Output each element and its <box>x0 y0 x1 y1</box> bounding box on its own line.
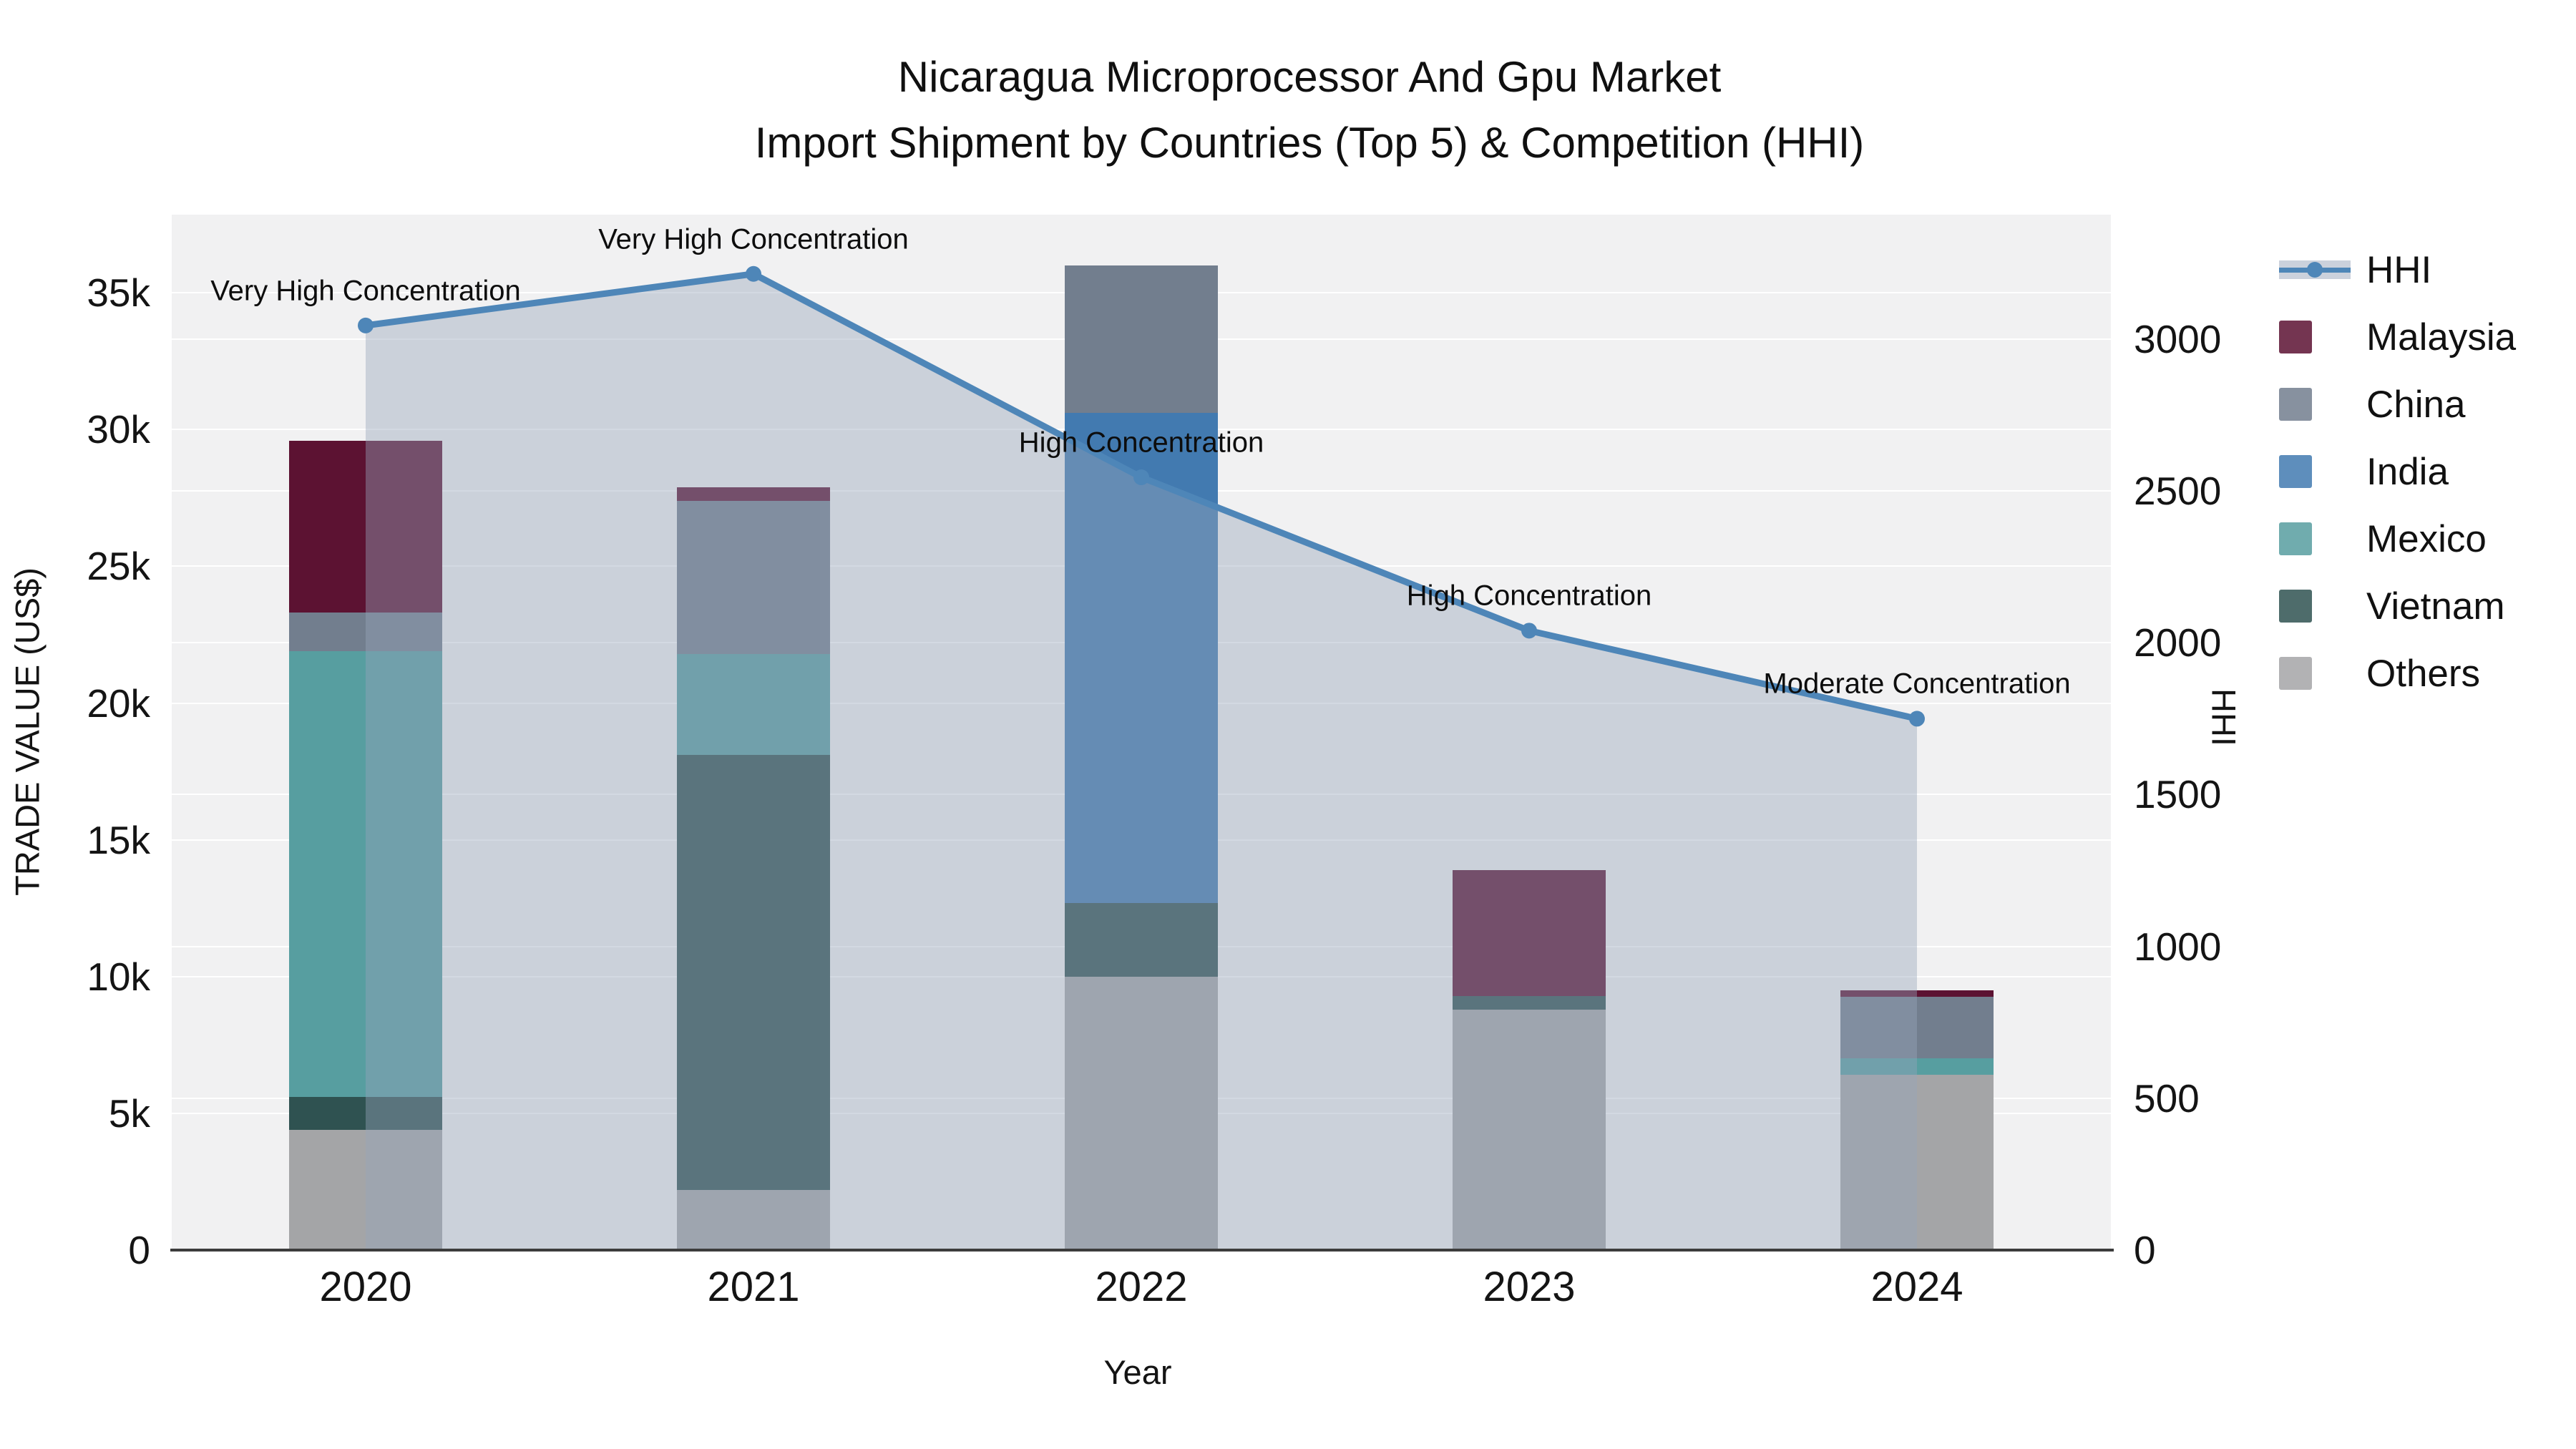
bar-segment-malaysia-2021[interactable] <box>677 487 830 501</box>
annotation-2023: High Concentration <box>1406 580 1652 612</box>
legend-item-china[interactable]: China <box>2279 371 2516 438</box>
bar-segment-others-2020[interactable] <box>289 1129 442 1250</box>
annotation-2022: High Concentration <box>1018 426 1264 459</box>
chart-title-line2: Import Shipment by Countries (Top 5) & C… <box>754 119 1865 167</box>
bar-segment-china-2022[interactable] <box>1065 265 1218 414</box>
legend-swatch-mexico <box>2279 522 2312 555</box>
legend-item-hhi[interactable]: HHI <box>2279 236 2516 303</box>
y-left-tick-25k: 25k <box>87 544 150 589</box>
plot-area: Very High Concentration Very High Concent… <box>170 215 2114 1252</box>
bar-segment-others-2022[interactable] <box>1065 976 1218 1250</box>
chart-title: Nicaragua Microprocessor And Gpu Market … <box>236 44 2383 176</box>
legend-swatch-slot <box>2279 388 2351 421</box>
bar-segment-others-2021[interactable] <box>677 1189 830 1250</box>
legend-label-malaysia: Malaysia <box>2366 316 2517 358</box>
x-axis-title: Year <box>1103 1353 1172 1391</box>
bar-segment-mexico-2024[interactable] <box>1840 1058 1994 1075</box>
y-right-tick-1000: 1000 <box>2134 924 2222 969</box>
hhi-marker-swatch <box>2307 262 2323 278</box>
bar-segment-mexico-2021[interactable] <box>677 653 830 756</box>
legend-label-hhi: HHI <box>2366 248 2432 291</box>
bar-segment-china-2024[interactable] <box>1840 997 1994 1059</box>
legend-label-mexico: Mexico <box>2366 517 2487 560</box>
hhi-marker-2024[interactable] <box>1909 711 1925 727</box>
x-tick-2021: 2021 <box>707 1264 800 1310</box>
y-left-tick-10k: 10k <box>87 954 150 999</box>
legend-swatch-vietnam <box>2279 590 2312 623</box>
annotation-2024: Moderate Concentration <box>1763 668 2071 700</box>
legend-swatch-slot <box>2279 455 2351 488</box>
chart-title-line1: Nicaragua Microprocessor And Gpu Market <box>897 53 1722 101</box>
bar-segment-vietnam-2020[interactable] <box>289 1096 442 1130</box>
bar-segment-malaysia-2020[interactable] <box>289 440 442 613</box>
bar-segment-vietnam-2023[interactable] <box>1453 995 1606 1010</box>
bar-segment-malaysia-2024[interactable] <box>1840 990 1994 997</box>
legend-label-vietnam: Vietnam <box>2366 585 2505 628</box>
y-right-tick-0: 0 <box>2134 1228 2156 1272</box>
legend-swatch-slot <box>2279 657 2351 690</box>
bar-segment-china-2021[interactable] <box>677 500 830 654</box>
hhi-marker-2020[interactable] <box>358 317 374 333</box>
y-left-tick-0: 0 <box>128 1228 150 1272</box>
right-axis-title: HHI <box>2205 688 2243 746</box>
y-left-tick-20k: 20k <box>87 680 150 726</box>
bar-segment-others-2024[interactable] <box>1840 1075 1994 1250</box>
legend-swatch-slot <box>2279 321 2351 353</box>
x-tick-2024: 2024 <box>1870 1264 1963 1310</box>
left-axis-title: TRADE VALUE (US$) <box>8 567 47 896</box>
legend-swatch-slot <box>2279 590 2351 623</box>
bar-segment-others-2023[interactable] <box>1453 1009 1606 1250</box>
legend-item-malaysia[interactable]: Malaysia <box>2279 303 2516 371</box>
annotation-2020: Very High Concentration <box>210 275 521 307</box>
hhi-legend-glyph-icon <box>2279 253 2351 286</box>
legend-item-india[interactable]: India <box>2279 438 2516 505</box>
annotation-2021: Very High Concentration <box>598 223 909 255</box>
legend-swatch-india <box>2279 455 2312 488</box>
x-tick-2023: 2023 <box>1483 1264 1576 1310</box>
hhi-marker-2023[interactable] <box>1521 623 1537 639</box>
y-left-tick-15k: 15k <box>87 817 150 862</box>
x-tick-2022: 2022 <box>1095 1264 1188 1310</box>
y-right-tick-2000: 2000 <box>2134 620 2222 665</box>
x-tick-2020: 2020 <box>319 1264 412 1310</box>
legend-item-vietnam[interactable]: Vietnam <box>2279 572 2516 640</box>
y-left-tick-35k: 35k <box>87 270 150 316</box>
legend-item-others[interactable]: Others <box>2279 640 2516 707</box>
legend-swatch-slot <box>2279 522 2351 555</box>
x-axis-line <box>170 1249 2114 1252</box>
legend-swatch-malaysia <box>2279 321 2312 353</box>
y-right-tick-1500: 1500 <box>2134 772 2222 817</box>
bar-segment-india-2022[interactable] <box>1065 413 1218 903</box>
legend-swatch-others <box>2279 657 2312 690</box>
bar-segment-malaysia-2023[interactable] <box>1453 869 1606 996</box>
y-left-tick-30k: 30k <box>87 407 150 452</box>
y-left-tick-5k: 5k <box>108 1091 150 1136</box>
bar-segment-mexico-2020[interactable] <box>289 650 442 1097</box>
y-right-tick-3000: 3000 <box>2134 316 2222 361</box>
y-right-tick-500: 500 <box>2134 1075 2200 1121</box>
legend-label-india: India <box>2366 450 2449 493</box>
legend: HHI Malaysia China India Mexico Vietnam Others <box>2279 236 2516 707</box>
bar-segment-china-2020[interactable] <box>289 613 442 651</box>
bar-segment-vietnam-2021[interactable] <box>677 755 830 1190</box>
hhi-marker-2021[interactable] <box>746 265 761 282</box>
legend-item-mexico[interactable]: Mexico <box>2279 505 2516 572</box>
legend-label-china: China <box>2366 383 2466 426</box>
y-right-tick-2500: 2500 <box>2134 469 2222 514</box>
bar-segment-vietnam-2022[interactable] <box>1065 902 1218 977</box>
legend-swatch-china <box>2279 388 2312 421</box>
legend-label-others: Others <box>2366 652 2481 695</box>
